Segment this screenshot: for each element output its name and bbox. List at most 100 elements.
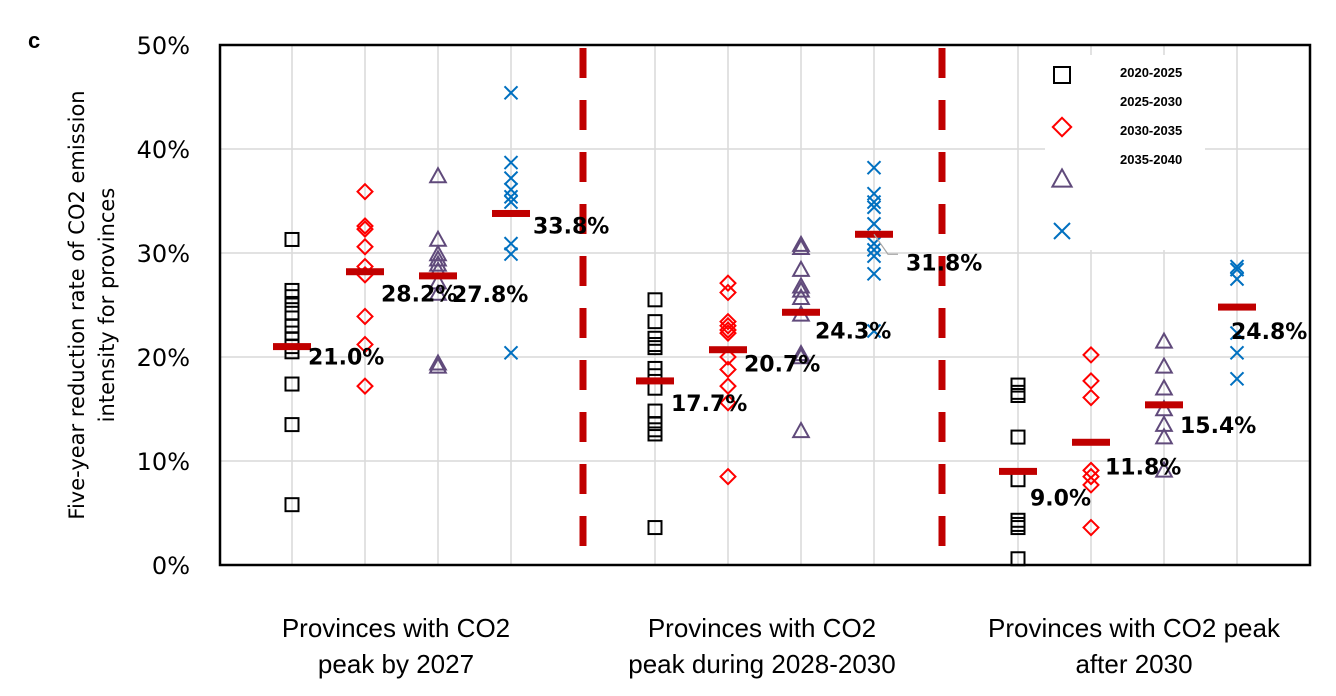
x-stroke — [866, 242, 882, 258]
x-stroke — [503, 246, 519, 262]
y-tick-label: 10% — [137, 448, 190, 476]
mean-value-label: 33.8% — [533, 214, 609, 239]
mean-value-label: 24.8% — [1231, 320, 1307, 345]
x-stroke — [1229, 271, 1245, 287]
data-point-square — [647, 426, 663, 442]
data-point-diamond — [1082, 518, 1100, 537]
data-point-triangle — [1154, 460, 1174, 478]
mean-value-label: 27.8% — [452, 283, 528, 308]
data-point-square — [284, 297, 300, 313]
data-point-triangle — [428, 166, 448, 184]
data-point-x — [503, 236, 519, 251]
mean-value-label: 21.0% — [308, 346, 384, 371]
data-point-square — [284, 497, 300, 513]
data-point-triangle — [1154, 378, 1174, 396]
data-point-x — [866, 323, 882, 339]
data-point-diamond — [1082, 476, 1100, 494]
mean-bar — [273, 343, 311, 351]
data-point-x — [503, 85, 519, 101]
mean-value-label: 24.3% — [815, 319, 891, 344]
data-point-square — [1010, 520, 1026, 536]
data-point-triangle — [791, 344, 811, 362]
x-stroke — [1053, 222, 1071, 240]
data-point-x — [1229, 271, 1245, 287]
legend-marker-triangle — [1050, 167, 1074, 188]
plot-frame — [218, 43, 1312, 567]
data-point-diamond — [719, 274, 737, 293]
panel-letter: c — [28, 28, 41, 53]
data-point-x — [503, 345, 519, 361]
data-point-triangle — [428, 249, 448, 267]
data-point-diamond — [1082, 372, 1100, 390]
category-label-peak-by-2027: Provinces with CO2 peak by 2027 — [226, 610, 566, 682]
x-stroke — [866, 160, 882, 175]
data-point-x — [866, 200, 882, 215]
mean-value-label: 31.8% — [906, 251, 982, 276]
x-stroke — [1229, 325, 1245, 341]
data-point-square — [284, 376, 300, 392]
x-stroke — [866, 200, 882, 215]
category-label-line-1: Provinces with CO2 — [647, 613, 877, 643]
data-point-triangle — [428, 353, 448, 371]
data-point-diamond — [719, 324, 737, 342]
data-point-diamond — [1082, 388, 1100, 407]
data-point-x — [1229, 325, 1245, 341]
data-point-x — [1229, 371, 1245, 387]
data-point-triangle — [791, 280, 811, 298]
data-point-square — [284, 231, 300, 247]
data-point-triangle — [428, 356, 448, 374]
y-tick-label: 30% — [137, 240, 190, 268]
data-point-triangle — [428, 254, 448, 272]
data-point-diamond — [719, 316, 737, 335]
data-point-triangle — [791, 259, 811, 277]
x-stroke — [1229, 259, 1245, 274]
legend-label: 2030-2035 — [1120, 123, 1182, 138]
mean-value-label: 17.7% — [671, 392, 747, 417]
data-point-triangle — [791, 276, 811, 294]
data-point-x — [503, 246, 519, 262]
legend-label: 2020-2025 — [1120, 65, 1182, 80]
x-stroke — [503, 85, 519, 101]
data-point-triangle — [428, 272, 448, 290]
x-stroke — [1229, 345, 1245, 361]
mean-value-label: 20.7% — [744, 353, 820, 378]
legend-marker-diamond — [1051, 116, 1073, 138]
data-point-square — [1010, 429, 1026, 445]
x-stroke — [503, 189, 519, 205]
mean-value-label: 15.4% — [1180, 414, 1256, 439]
mean-bar — [709, 346, 747, 354]
data-point-diamond — [356, 335, 374, 354]
mean-bar — [1145, 401, 1183, 409]
data-point-triangle — [791, 287, 811, 305]
y-tick-label: 0% — [152, 552, 190, 580]
data-point-diamond — [356, 377, 374, 396]
data-point-triangle — [791, 347, 811, 365]
x-stroke — [503, 194, 519, 210]
data-point-x — [866, 216, 882, 232]
x-stroke — [503, 345, 519, 361]
category-label-line-2: after 2030 — [1075, 649, 1193, 679]
data-point-x — [1229, 345, 1245, 361]
legend-background — [1045, 55, 1205, 250]
data-point-x — [866, 242, 882, 258]
data-point-diamond — [719, 360, 737, 379]
data-point-triangle — [428, 244, 448, 262]
data-point-diamond — [719, 283, 737, 302]
category-label-line-2: peak during 2028-2030 — [628, 649, 896, 679]
category-label-peak-2028-2030: Provinces with CO2 peak during 2028-2030 — [592, 610, 932, 682]
data-point-diamond — [719, 348, 737, 366]
x-stroke — [866, 216, 882, 232]
data-point-x — [866, 160, 882, 175]
x-stroke — [866, 194, 882, 210]
data-point-diamond — [356, 220, 374, 238]
x-stroke — [503, 170, 519, 186]
data-point-diamond — [719, 467, 737, 486]
mean-bar — [492, 209, 530, 217]
data-point-square — [1010, 551, 1026, 567]
mean-bar — [782, 308, 820, 316]
y-tick-label: 50% — [137, 32, 190, 60]
x-stroke — [1229, 371, 1245, 387]
data-point-x — [866, 194, 882, 210]
mean-value-label: 11.8% — [1105, 455, 1181, 480]
